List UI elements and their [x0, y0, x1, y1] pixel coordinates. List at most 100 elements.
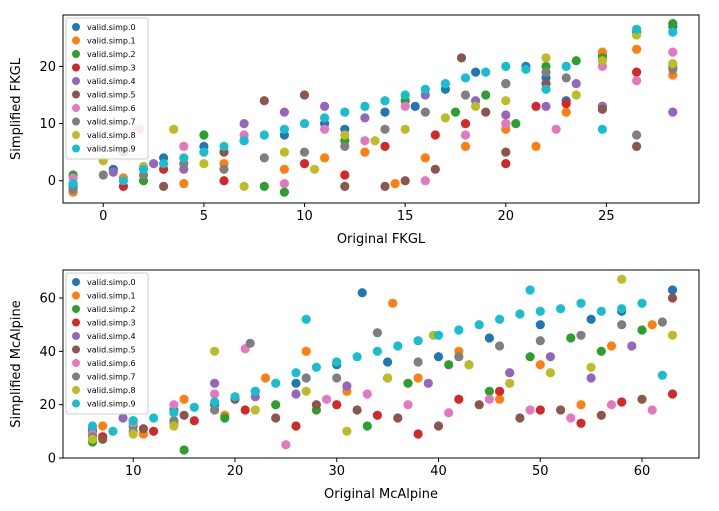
y-tick-label-0: 0: [48, 174, 56, 189]
point-s9-2: [128, 416, 138, 426]
legend-label-3: valid.simp.3: [87, 64, 136, 73]
point-s9-23: [561, 61, 571, 71]
legend-label-9: valid.simp.9: [87, 400, 136, 409]
point-s9-7: [230, 392, 240, 402]
point-s8-8: [370, 136, 380, 146]
y-tick-label-1: 20: [39, 398, 56, 413]
point-s5-12: [596, 410, 606, 420]
point-s6-13: [606, 400, 617, 410]
legend-marker-2: [72, 305, 80, 313]
point-s4-10: [505, 368, 515, 378]
point-s8-13: [617, 274, 627, 284]
legend-marker-1: [72, 36, 80, 45]
legend-marker-2: [72, 50, 80, 58]
point-s8-11: [471, 101, 481, 111]
point-s9-0: [87, 421, 98, 431]
point-s0-11: [471, 67, 481, 77]
point-s4-4: [279, 107, 289, 117]
point-s5-2: [179, 410, 189, 420]
legend-marker-8: [72, 131, 80, 139]
legend-label-8: valid.simp.8: [87, 131, 136, 140]
legend-label-7: valid.simp.7: [87, 118, 136, 127]
point-s5-8: [433, 421, 444, 431]
point-s1-7: [388, 298, 398, 308]
point-s6-10: [484, 394, 494, 404]
point-s2-13: [637, 325, 647, 335]
legend-marker-6: [72, 104, 80, 112]
point-s9-5: [189, 402, 199, 412]
point-s5-12: [501, 147, 511, 157]
point-s7-3: [210, 405, 220, 415]
point-s6-10: [501, 119, 511, 129]
point-s1-5: [320, 153, 330, 163]
x-tick-label-5: 25: [598, 209, 615, 224]
x-axis-label: Original FKGL: [337, 232, 426, 247]
point-s7-9: [454, 352, 464, 362]
legend-marker-5: [72, 345, 80, 354]
point-s9-13: [360, 101, 370, 111]
point-s6-14: [647, 405, 657, 415]
point-s2-3: [259, 181, 269, 191]
point-s9-12: [340, 107, 350, 117]
point-s3-12: [617, 397, 627, 407]
point-s7-10: [460, 90, 471, 100]
point-s6-8: [403, 400, 413, 410]
point-s5-8: [400, 176, 410, 186]
point-s6-8: [420, 176, 430, 186]
y-tick-label-1: 10: [39, 117, 56, 132]
point-s2-11: [571, 56, 581, 66]
legend: valid.simp.0 valid.simp.1 valid.simp.2 vali…: [65, 17, 149, 160]
point-s6-12: [566, 413, 576, 423]
point-s4-3: [210, 378, 220, 388]
point-s5-14: [667, 293, 678, 303]
legend-label-2: valid.simp.2: [87, 305, 136, 314]
point-s6-7: [400, 101, 410, 111]
plot-area: [63, 270, 699, 458]
point-s3-9: [531, 101, 541, 111]
y-tick-label-2: 40: [39, 345, 56, 360]
point-s9-24: [597, 124, 608, 134]
point-s9-4: [179, 153, 189, 163]
point-s7-5: [259, 153, 269, 163]
axes-frame: [62, 14, 700, 204]
point-s1-10: [495, 394, 505, 404]
legend-marker-7: [72, 117, 80, 126]
legend-marker-0: [72, 278, 80, 286]
legend-marker-1: [72, 291, 80, 300]
x-tick-label-2: 10: [296, 209, 313, 224]
point-s3-12: [632, 67, 642, 77]
point-s6-9: [460, 130, 471, 140]
point-s8-10: [440, 113, 450, 123]
point-s2-12: [596, 346, 606, 356]
point-s3-13: [667, 389, 678, 399]
point-s4-8: [423, 378, 433, 388]
point-s9-16: [420, 84, 430, 94]
point-s9-14: [352, 352, 362, 362]
point-s1-0: [98, 421, 108, 431]
legend-box: [65, 17, 149, 160]
point-s8-12: [586, 362, 596, 372]
scatter-points: [68, 19, 678, 197]
point-s9-0: [68, 179, 78, 189]
point-s3-2: [189, 416, 199, 426]
legend-label-5: valid.simp.5: [87, 91, 136, 100]
point-s3-11: [576, 418, 586, 428]
point-s7-12: [576, 330, 586, 340]
point-s5-6: [340, 181, 350, 191]
point-s9-18: [460, 73, 471, 83]
point-s9-4: [169, 408, 179, 418]
point-s2-8: [444, 360, 454, 370]
point-s9-16: [393, 341, 403, 351]
point-s4-11: [571, 79, 581, 89]
point-s5-6: [352, 405, 362, 415]
point-s8-7: [340, 130, 350, 140]
point-s5-7: [393, 413, 403, 423]
legend-box: [65, 272, 149, 415]
point-s2-6: [362, 421, 372, 431]
chart-panel-0: 0 5 10 15 20 25 0 10 20 Original FKGL Simplified F…: [9, 14, 700, 247]
point-s8-11: [545, 368, 556, 378]
point-s1-2: [179, 179, 189, 189]
point-s5-10: [515, 413, 525, 423]
point-s6-2: [179, 141, 189, 151]
